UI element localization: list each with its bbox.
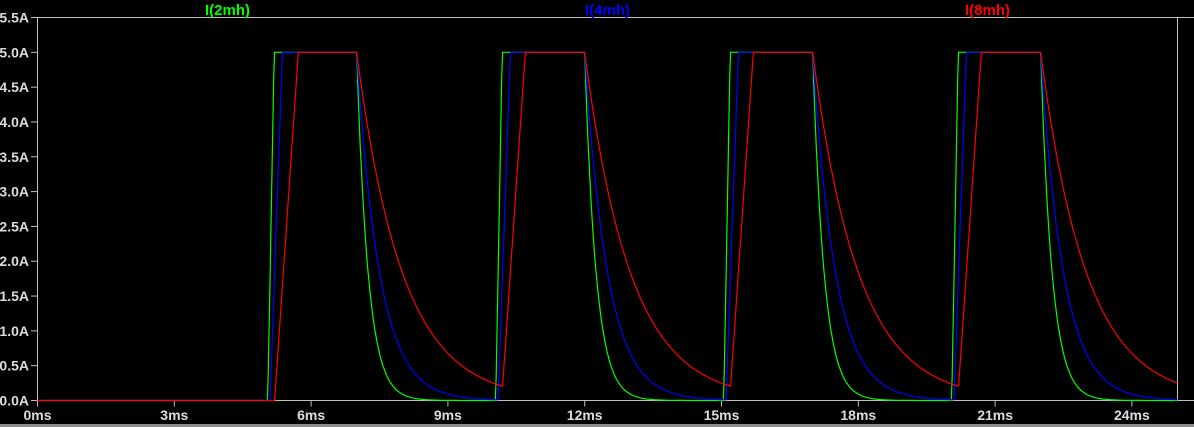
x-tick-label: 18ms [840,407,876,423]
y-tick-label: 2.0A [0,253,29,269]
y-tick-label: 1.0A [0,323,29,339]
y-tick-label: 5.0A [0,44,29,60]
y-tick-label: 1.5A [0,288,29,304]
legend-label-i-2mh[interactable]: I(2mh) [205,2,250,19]
x-tick-label: 6ms [297,407,325,423]
y-tick-label: 4.0A [0,114,29,130]
traces [37,51,1178,402]
x-tick-label: 24ms [1114,407,1150,423]
y-tick-label: 3.5A [0,149,29,165]
legend-label-i-4mh[interactable]: I(4mh) [585,2,630,19]
x-tick-label: 3ms [160,407,188,423]
plot-frame [37,17,1194,401]
y-tick-label: 0.0A [0,393,29,409]
x-axis-ticks: 0ms 3ms 6ms 9ms 12ms 15ms 18ms 21ms 24ms [23,400,1150,423]
x-tick-label: 15ms [704,407,740,423]
y-tick-label: 5.5A [0,10,29,26]
y-tick-label: 3.0A [0,184,29,200]
x-tick-label: 0ms [23,407,51,423]
x-tick-label: 21ms [977,407,1013,423]
legend: I(2mh) I(4mh) I(8mh) [205,2,1010,19]
trace-i-4mh [37,51,1178,402]
y-tick-label: 2.5A [0,218,29,234]
x-tick-label: 9ms [434,407,462,423]
trace-i-2mh [37,51,1178,402]
y-tick-label: 4.5A [0,79,29,95]
window-bottom-edge [0,424,1194,427]
x-tick-label: 12ms [567,407,603,423]
y-tick-label: 0.5A [0,358,29,374]
y-axis-ticks: 0.0A 0.5A 1.0A 1.5A 2.0A 2.5A 3.0A 3.5A 4.0A 4.5A… [0,10,38,409]
legend-label-i-8mh[interactable]: I(8mh) [965,2,1010,19]
trace-i-8mh [37,51,1178,402]
